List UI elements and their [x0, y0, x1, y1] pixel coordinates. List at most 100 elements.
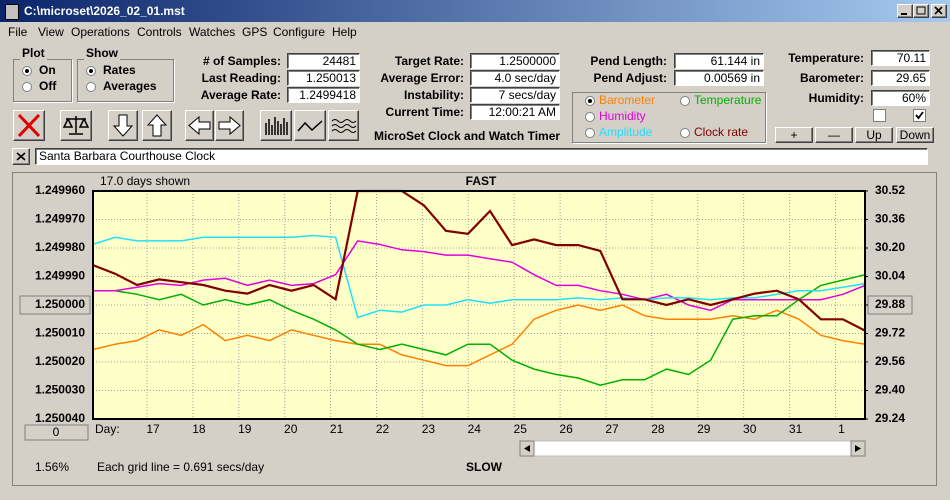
window-glyphs [901, 6, 943, 15]
waves-button[interactable] [328, 110, 359, 141]
x-tick-label: 21 [330, 422, 344, 436]
line-button[interactable] [294, 110, 326, 141]
left-arrow-button[interactable] [185, 110, 214, 141]
right-arrow-button[interactable] [215, 110, 244, 141]
y-tick-label: 1.250040 [35, 411, 85, 425]
x-axis-label: Day: [95, 422, 120, 436]
clock-name-input[interactable]: Santa Barbara Courthouse Clock [35, 148, 928, 165]
menu-item[interactable]: Watches [189, 25, 236, 39]
left-arrow-icon [188, 115, 211, 136]
adjust-button[interactable]: Down [896, 127, 934, 143]
check-mark [915, 111, 924, 120]
stop-button[interactable] [13, 110, 45, 141]
stat-label: Average Error: [380, 71, 464, 85]
x-tick-label: 26 [559, 422, 573, 436]
down-arrow-button[interactable] [108, 110, 138, 141]
clear-icon [16, 152, 26, 161]
stat-label: Pend Adjust: [593, 71, 667, 85]
legend-label: Barometer [599, 93, 656, 107]
x-tick-label: 1 [838, 422, 845, 436]
series-line [92, 189, 866, 332]
adjust-button[interactable]: Up [855, 127, 893, 143]
down-arrow-icon [112, 114, 134, 137]
bars-button[interactable] [260, 110, 292, 141]
legend-label: Temperature [694, 93, 762, 107]
up-arrow-icon [146, 114, 168, 137]
group-title: Plot [20, 46, 47, 60]
x-tick-label: 25 [514, 422, 528, 436]
y2-tick-label: 29.24 [875, 411, 905, 425]
footer-percent: 1.56% [35, 460, 69, 474]
waves-icon [331, 119, 357, 133]
y-tick-label: 1.250030 [35, 383, 85, 397]
stat-value: 1.2499418 [287, 87, 360, 103]
scrollbar-track [519, 440, 866, 457]
scroll-button-label: 0 [53, 425, 60, 439]
legend-group [572, 92, 766, 143]
y-tick-label: 1.249980 [35, 240, 85, 254]
stat-value: 29.65 [871, 70, 930, 86]
stat-value: 0.00569 in [674, 70, 764, 86]
y2-tick-label: 29.88 [875, 297, 905, 311]
stat-label: Pend Length: [590, 54, 667, 68]
tick-button [19, 295, 91, 315]
up-arrow-button[interactable] [142, 110, 172, 141]
radio-button[interactable] [86, 66, 96, 76]
menu-item[interactable]: File [8, 25, 28, 39]
clear-button[interactable] [12, 148, 30, 165]
stop-icon [17, 113, 41, 138]
stat-label: Target Rate: [394, 54, 464, 68]
x-tick-label: 31 [789, 422, 803, 436]
stat-label: Last Reading: [201, 71, 281, 85]
menu-item[interactable]: Operations [71, 25, 130, 39]
checkbox[interactable] [873, 109, 886, 122]
menu-item[interactable]: Help [332, 25, 357, 39]
legend-radio[interactable] [585, 96, 595, 106]
window-title: C:\microset\2026_02_01.mst [24, 4, 185, 18]
stat-label: Barometer: [799, 71, 864, 85]
checkbox[interactable] [913, 109, 926, 122]
stat-value: 60% [871, 90, 930, 106]
x-tick-label: 18 [192, 422, 206, 436]
legend-radio[interactable] [585, 128, 595, 138]
legend-radio[interactable] [680, 96, 690, 106]
menu-item[interactable]: Controls [137, 25, 182, 39]
group-title: Show [84, 46, 120, 60]
menu-item[interactable]: GPS [242, 25, 268, 39]
legend-label: Amplitude [599, 125, 653, 139]
x-tick-label: 28 [651, 422, 665, 436]
line-icon [297, 120, 323, 132]
y2-tick-label: 29.40 [875, 383, 905, 397]
y2-tick-label: 30.52 [875, 183, 905, 197]
stat-value: 61.144 in [674, 53, 764, 69]
stat-value: 1.250013 [287, 70, 360, 86]
bars-icon [265, 117, 288, 135]
stat-label: Average Rate: [200, 88, 281, 102]
adjust-button[interactable]: + [775, 127, 813, 143]
adjust-button[interactable]: — [815, 127, 853, 143]
plot-border [92, 190, 866, 420]
menu-item[interactable]: View [38, 25, 64, 39]
balance-icon [62, 116, 90, 135]
radio-button[interactable] [22, 82, 32, 92]
legend-radio[interactable] [585, 112, 595, 122]
app-icon [5, 4, 19, 20]
legend-radio[interactable] [680, 128, 690, 138]
chart-frame [12, 172, 937, 486]
stat-label: Instability: [403, 88, 464, 102]
radio-label: Off [39, 79, 57, 93]
radio-button[interactable] [22, 66, 32, 76]
legend-label: Clock rate [694, 125, 749, 139]
y-tick-label: 1.250000 [35, 297, 85, 311]
radio-button[interactable] [86, 82, 96, 92]
x-tick-label: 19 [238, 422, 252, 436]
y-tick-label: 1.249990 [35, 269, 85, 283]
menu-item[interactable]: Configure [273, 25, 326, 39]
y-tick-label: 1.249970 [35, 212, 85, 226]
y-tick-label: 1.249960 [35, 183, 85, 197]
x-tick-label: 29 [697, 422, 711, 436]
y2-tick-label: 30.36 [875, 212, 905, 226]
radio-label: Rates [103, 63, 136, 77]
balance-button[interactable] [60, 110, 92, 141]
